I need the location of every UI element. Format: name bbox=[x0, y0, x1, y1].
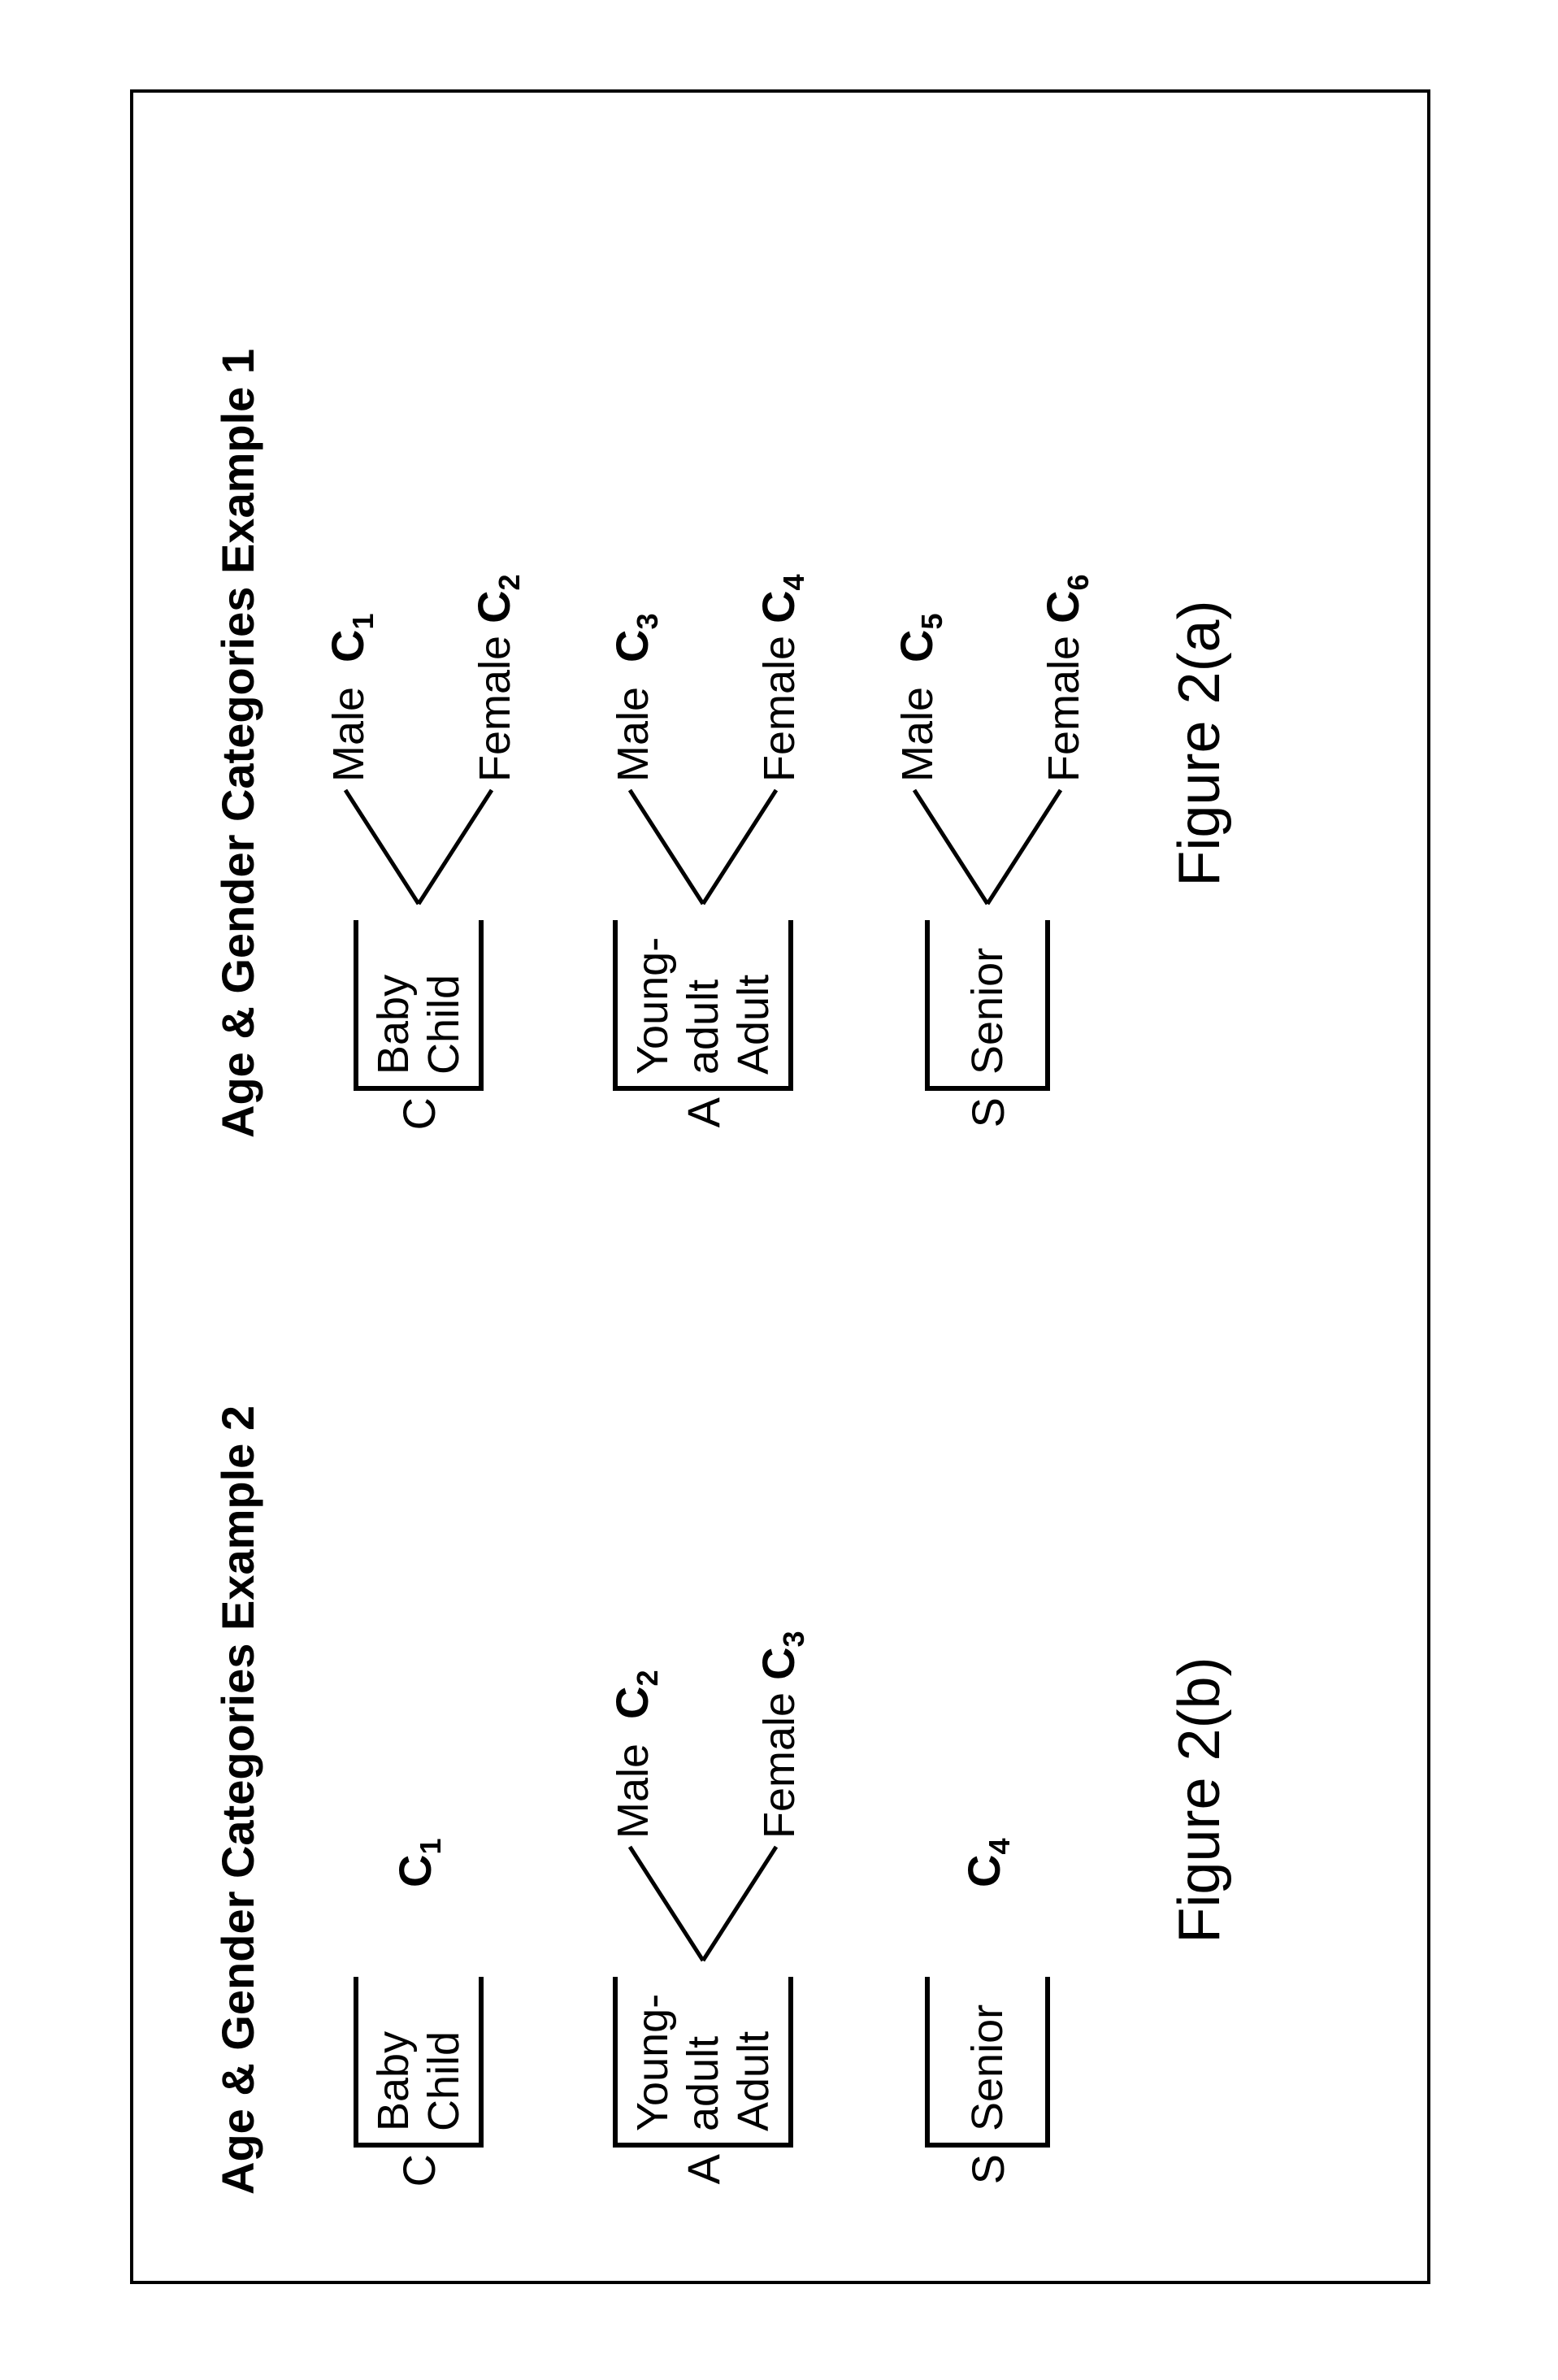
bracket-box: Baby Child bbox=[354, 1977, 484, 2148]
age-label: Adult bbox=[728, 936, 779, 1075]
category-code: C4 bbox=[753, 574, 804, 623]
bracket-box: Young- adult Adult bbox=[613, 1977, 793, 2148]
category-code: C1 bbox=[389, 1839, 440, 1887]
single-category: C4 bbox=[957, 1839, 1017, 1887]
figure-caption-2b: Figure 2(b) bbox=[1166, 1405, 1233, 2195]
gender-label: Male bbox=[609, 1744, 657, 1839]
age-label: Young- bbox=[627, 936, 678, 1075]
age-label: adult bbox=[678, 1993, 728, 2131]
branch-split: Male C3 Female C4 bbox=[597, 652, 809, 912]
branch-split: Male C5 Female C6 bbox=[882, 652, 1093, 912]
bracket-box: Young- adult Adult bbox=[613, 920, 793, 1091]
age-label: Child bbox=[419, 936, 469, 1075]
panel-a-title: Age & Gender Categories Example 1 bbox=[211, 349, 264, 1138]
branch-label-top: Male C3 bbox=[605, 613, 665, 782]
age-label: Senior bbox=[962, 936, 1013, 1075]
category-code: C5 bbox=[891, 613, 942, 662]
branch-label-top: Male C5 bbox=[890, 613, 949, 782]
gender-label: Male bbox=[324, 687, 373, 782]
category-code: C3 bbox=[606, 613, 657, 662]
group-letter: A bbox=[677, 2154, 730, 2195]
category-code: C6 bbox=[1037, 574, 1088, 623]
panel-figure-2a: Age & Gender Categories Example 1 C Baby… bbox=[211, 349, 1233, 1138]
category-code: C1 bbox=[322, 613, 373, 662]
branch-label-bottom: Female C3 bbox=[752, 1631, 811, 1839]
panel-b-group-c: C Baby Child C1 bbox=[313, 1405, 524, 2195]
branch-label-bottom: Female C2 bbox=[467, 574, 527, 782]
gender-label: Female bbox=[755, 1692, 804, 1839]
branch-label-bottom: Female C4 bbox=[752, 574, 811, 782]
gender-label: Male bbox=[609, 687, 657, 782]
branch-label-top: Male C1 bbox=[321, 613, 380, 782]
branch-split: Male C2 Female C3 bbox=[597, 1709, 809, 1969]
age-label: Senior bbox=[962, 1993, 1013, 2131]
bracket-box: Senior bbox=[925, 920, 1050, 1091]
age-label: Baby bbox=[368, 936, 419, 1075]
age-label: Young- bbox=[627, 1993, 678, 2131]
group-letter: S bbox=[961, 1097, 1014, 1138]
group-letter: A bbox=[677, 1097, 730, 1138]
age-label: Child bbox=[419, 1993, 469, 2131]
panel-b-group-a: A Young- adult Adult Male C2 Female C3 bbox=[597, 1405, 809, 2195]
branch-label-bottom: Female C6 bbox=[1036, 574, 1096, 782]
category-code: C2 bbox=[606, 1670, 657, 1718]
figure-caption-2a: Figure 2(a) bbox=[1166, 349, 1233, 1138]
age-label: Adult bbox=[728, 1993, 779, 2131]
panel-b-group-s: S Senior C4 bbox=[882, 1405, 1093, 2195]
panel-figure-2b: Age & Gender Categories Example 2 C Baby… bbox=[211, 1405, 1233, 2195]
gender-label: Female bbox=[471, 636, 519, 782]
bracket-box: Baby Child bbox=[354, 920, 484, 1091]
category-code: C4 bbox=[958, 1839, 1009, 1887]
branch-label-top: Male C2 bbox=[605, 1670, 665, 1839]
group-letter: S bbox=[961, 2154, 1014, 2195]
group-letter: C bbox=[393, 1097, 445, 1138]
group-letter: C bbox=[393, 2154, 445, 2195]
panel-a-group-s: S Senior Male C5 Female C6 bbox=[882, 349, 1093, 1138]
age-label: Baby bbox=[368, 1993, 419, 2131]
gender-label: Female bbox=[755, 636, 804, 782]
branch-split: Male C1 Female C2 bbox=[313, 652, 524, 912]
gender-label: Female bbox=[1039, 636, 1088, 782]
panel-a-group-c: C Baby Child Male C1 Female C2 bbox=[313, 349, 524, 1138]
single-category: C1 bbox=[388, 1839, 448, 1887]
bracket-box: Senior bbox=[925, 1977, 1050, 2148]
gender-label: Male bbox=[893, 687, 942, 782]
panel-a-group-a: A Young- adult Adult Male C3 Female C4 bbox=[597, 349, 809, 1138]
age-label: adult bbox=[678, 936, 728, 1075]
category-code: C2 bbox=[468, 574, 519, 623]
category-code: C3 bbox=[753, 1631, 804, 1679]
panel-b-title: Age & Gender Categories Example 2 bbox=[211, 1405, 264, 2195]
